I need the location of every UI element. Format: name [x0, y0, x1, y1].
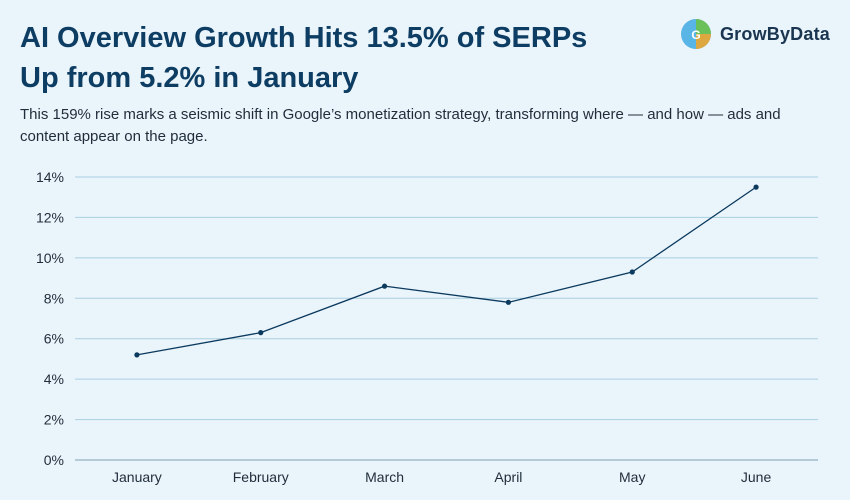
y-tick-label: 12%: [36, 209, 64, 225]
brand-logo-text: GrowByData: [719, 23, 830, 44]
data-point: [258, 330, 264, 336]
y-tick-label: 6%: [44, 331, 64, 347]
data-point: [134, 352, 140, 358]
x-tick-label: January: [112, 469, 162, 485]
svg-text:G: G: [691, 28, 700, 42]
page-title: AI Overview Growth Hits 13.5% of SERPs U…: [20, 18, 587, 98]
x-tick-label: March: [365, 469, 404, 485]
data-point: [629, 269, 635, 275]
y-tick-label: 0%: [44, 452, 64, 468]
y-tick-label: 8%: [44, 290, 64, 306]
x-tick-label: June: [741, 469, 772, 485]
subtitle: This 159% rise marks a seismic shift in …: [20, 106, 781, 145]
title-line-1: AI Overview Growth Hits 13.5% of SERPs: [20, 22, 588, 54]
title-line-2: Up from 5.2% in January: [20, 62, 359, 94]
y-tick-label: 2%: [44, 412, 64, 428]
data-point: [381, 283, 388, 289]
y-tick-label: 14%: [36, 169, 64, 185]
x-tick-label: February: [233, 469, 289, 485]
brand-logo: G GrowByData: [680, 18, 830, 50]
grow-by-data-logo-icon: G: [680, 19, 711, 49]
y-tick-label: 4%: [44, 371, 64, 387]
x-tick-label: May: [619, 469, 645, 485]
data-point: [505, 299, 512, 305]
series-line: [136, 186, 757, 356]
data-point: [753, 184, 759, 190]
x-tick-label: April: [494, 469, 522, 485]
y-tick-label: 10%: [36, 250, 64, 266]
